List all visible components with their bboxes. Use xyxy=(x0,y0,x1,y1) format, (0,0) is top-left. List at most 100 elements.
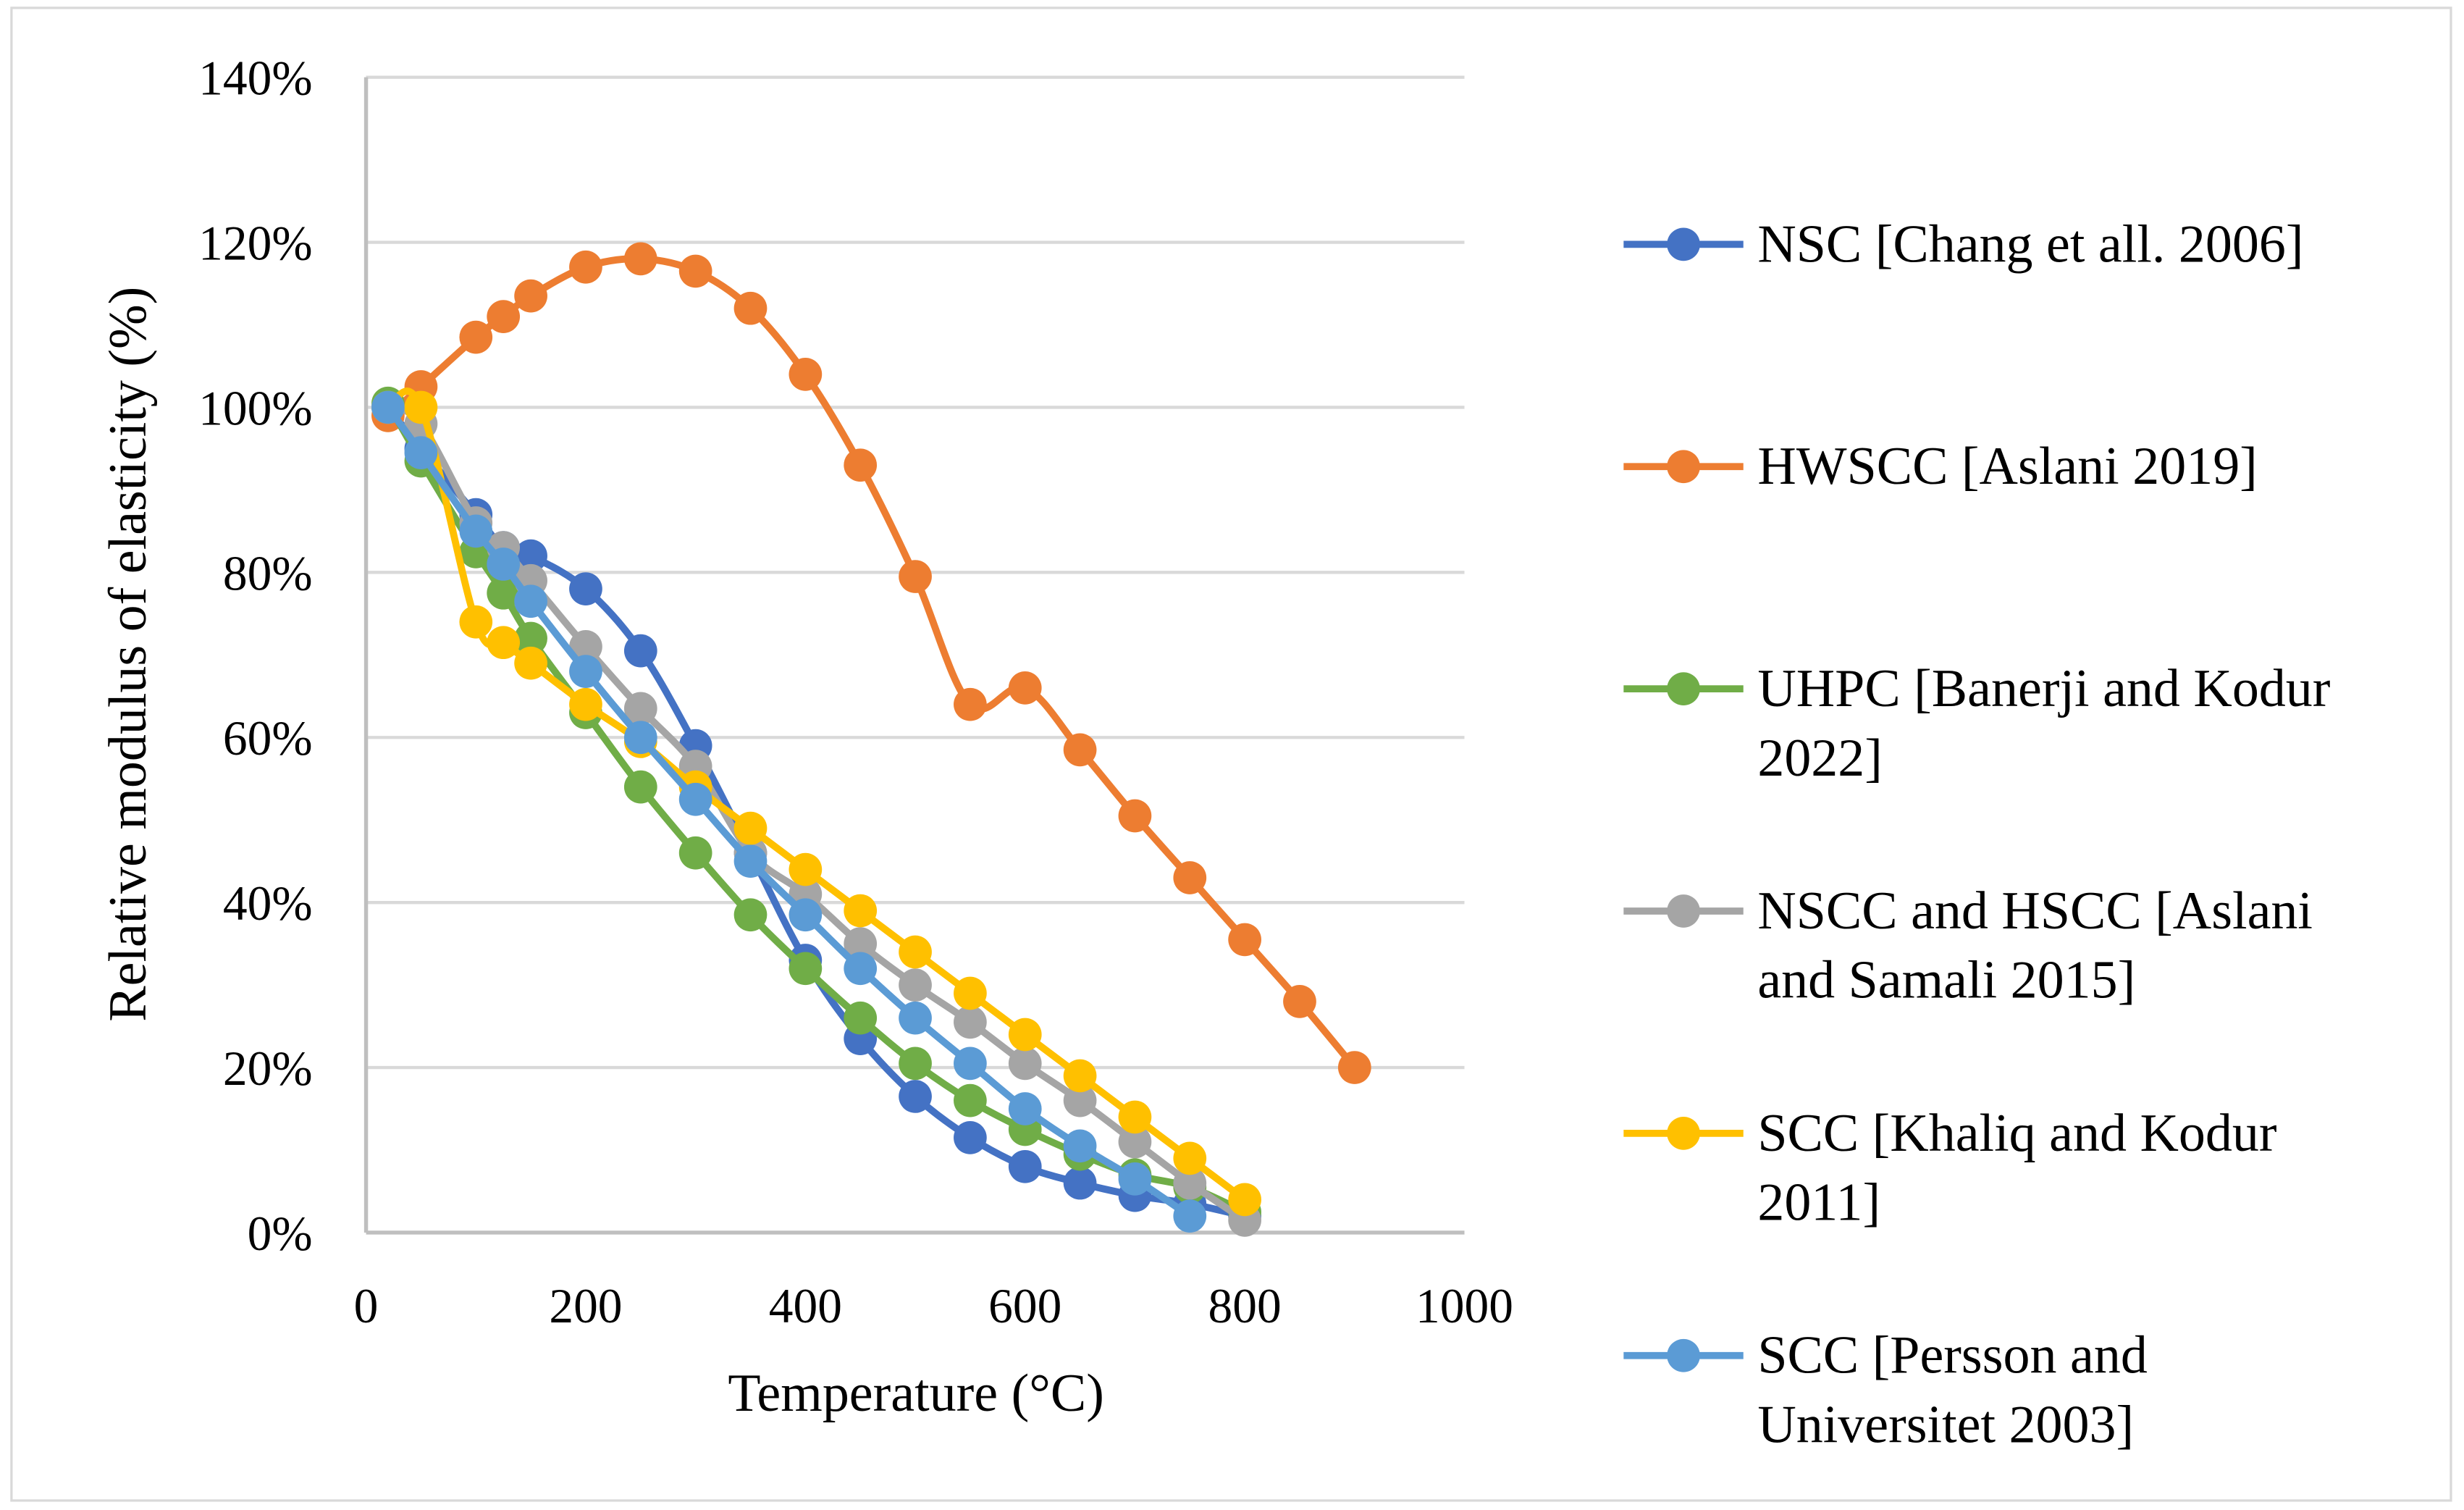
y-tick-label: 80% xyxy=(223,546,313,600)
legend-label: SCC [Persson and xyxy=(1757,1326,2147,1385)
data-point xyxy=(899,968,932,1002)
legend-entry: SCC [Khaliq and Kodur 2011] xyxy=(1623,1104,2277,1233)
legend-label: HWSCC [Aslani 2019] xyxy=(1757,437,2258,496)
data-point xyxy=(623,770,657,804)
legend-marker xyxy=(1667,1116,1700,1150)
data-point xyxy=(954,1083,987,1117)
legend-marker xyxy=(1667,227,1700,261)
data-point xyxy=(1228,923,1261,957)
data-point xyxy=(899,560,932,593)
legend-entry: NSCC and HSCC [Aslani and Samali 2015] xyxy=(1623,881,2313,1010)
data-point xyxy=(1337,1051,1371,1084)
data-point xyxy=(954,687,987,721)
data-point xyxy=(954,1121,987,1154)
y-tick-label: 20% xyxy=(223,1041,313,1096)
legend-marker xyxy=(1667,894,1700,928)
legend-label: SCC [Khaliq and Kodur xyxy=(1757,1104,2276,1163)
data-point xyxy=(1118,1100,1152,1134)
data-point xyxy=(789,898,823,932)
data-point xyxy=(1008,1046,1042,1081)
data-point xyxy=(678,254,712,288)
legend-entry: HWSCC [Aslani 2019] xyxy=(1623,437,2258,496)
data-point xyxy=(459,514,493,548)
legend-entry: SCC [Persson and Universitet 2003] xyxy=(1623,1326,2148,1454)
legend-marker xyxy=(1667,450,1700,484)
legend-entry: NSC [Chang et all. 2006] xyxy=(1623,214,2303,274)
data-point xyxy=(678,782,712,816)
data-point xyxy=(371,390,405,424)
legend-label: and Samali 2015] xyxy=(1757,951,2135,1010)
data-point xyxy=(954,1005,987,1039)
data-point xyxy=(623,721,657,755)
data-point xyxy=(1173,1199,1207,1233)
legend-label: UHPC [Banerji and Kodur xyxy=(1757,659,2330,718)
data-point xyxy=(733,898,768,932)
legend-entry: UHPC [Banerji and Kodur 2022] xyxy=(1623,659,2330,788)
data-point xyxy=(1118,1162,1152,1196)
x-tick-label: 400 xyxy=(769,1279,842,1333)
data-point xyxy=(1008,1092,1042,1125)
data-point xyxy=(569,655,602,688)
data-point xyxy=(844,1001,878,1035)
data-point xyxy=(487,548,521,581)
data-point xyxy=(623,692,657,726)
data-point xyxy=(1063,1166,1097,1200)
data-point xyxy=(1173,861,1207,894)
data-point xyxy=(733,844,768,878)
data-point xyxy=(789,952,823,986)
data-point xyxy=(1173,1141,1207,1175)
legend-label: NSCC and HSCC [Aslani xyxy=(1757,881,2313,941)
x-tick-label: 200 xyxy=(549,1279,622,1333)
data-point xyxy=(844,927,878,960)
data-point xyxy=(569,572,602,605)
series-scc xyxy=(371,390,1207,1233)
data-point xyxy=(899,1080,932,1113)
data-point xyxy=(899,935,932,969)
data-point xyxy=(1063,733,1097,767)
data-point xyxy=(404,436,438,469)
data-point xyxy=(678,836,712,870)
y-tick-label: 140% xyxy=(198,51,312,106)
data-point xyxy=(1008,1018,1042,1052)
x-tick-label: 1000 xyxy=(1416,1279,1513,1333)
y-tick-label: 100% xyxy=(198,381,312,435)
data-point xyxy=(733,291,768,325)
data-point xyxy=(844,448,878,482)
data-point xyxy=(514,646,547,680)
data-point xyxy=(514,279,547,313)
data-point xyxy=(487,300,521,333)
data-point xyxy=(899,1001,932,1035)
data-point xyxy=(569,250,602,284)
x-tick-label: 800 xyxy=(1208,1279,1282,1333)
data-point xyxy=(1118,799,1152,833)
data-point xyxy=(1228,1183,1261,1217)
data-point xyxy=(404,390,438,424)
legend-label: NSC [Chang et all. 2006] xyxy=(1757,214,2303,274)
x-tick-label: 0 xyxy=(354,1279,379,1333)
data-point xyxy=(514,539,547,573)
data-point xyxy=(514,584,547,618)
x-axis-label: Temperature (°C) xyxy=(728,1364,1103,1423)
legend-marker xyxy=(1667,672,1700,705)
y-tick-label: 60% xyxy=(223,711,313,766)
legend-label: Universitet 2003] xyxy=(1757,1395,2134,1454)
x-tick-label: 600 xyxy=(988,1279,1061,1333)
legend-marker xyxy=(1667,1338,1700,1372)
data-point xyxy=(789,358,823,391)
data-point xyxy=(1063,1059,1097,1093)
chart-border xyxy=(10,7,2452,1502)
data-point xyxy=(569,630,602,663)
data-point xyxy=(1118,1125,1152,1159)
data-point xyxy=(623,634,657,668)
data-point xyxy=(844,952,878,986)
data-point xyxy=(1173,1166,1207,1200)
data-point xyxy=(733,811,768,845)
legend-label: 2011] xyxy=(1757,1173,1880,1233)
legend-label: 2022] xyxy=(1757,729,1883,788)
data-point xyxy=(623,242,657,276)
data-point xyxy=(459,320,493,354)
data-point xyxy=(487,626,521,660)
y-tick-label: 120% xyxy=(198,216,312,270)
data-point xyxy=(844,894,878,928)
